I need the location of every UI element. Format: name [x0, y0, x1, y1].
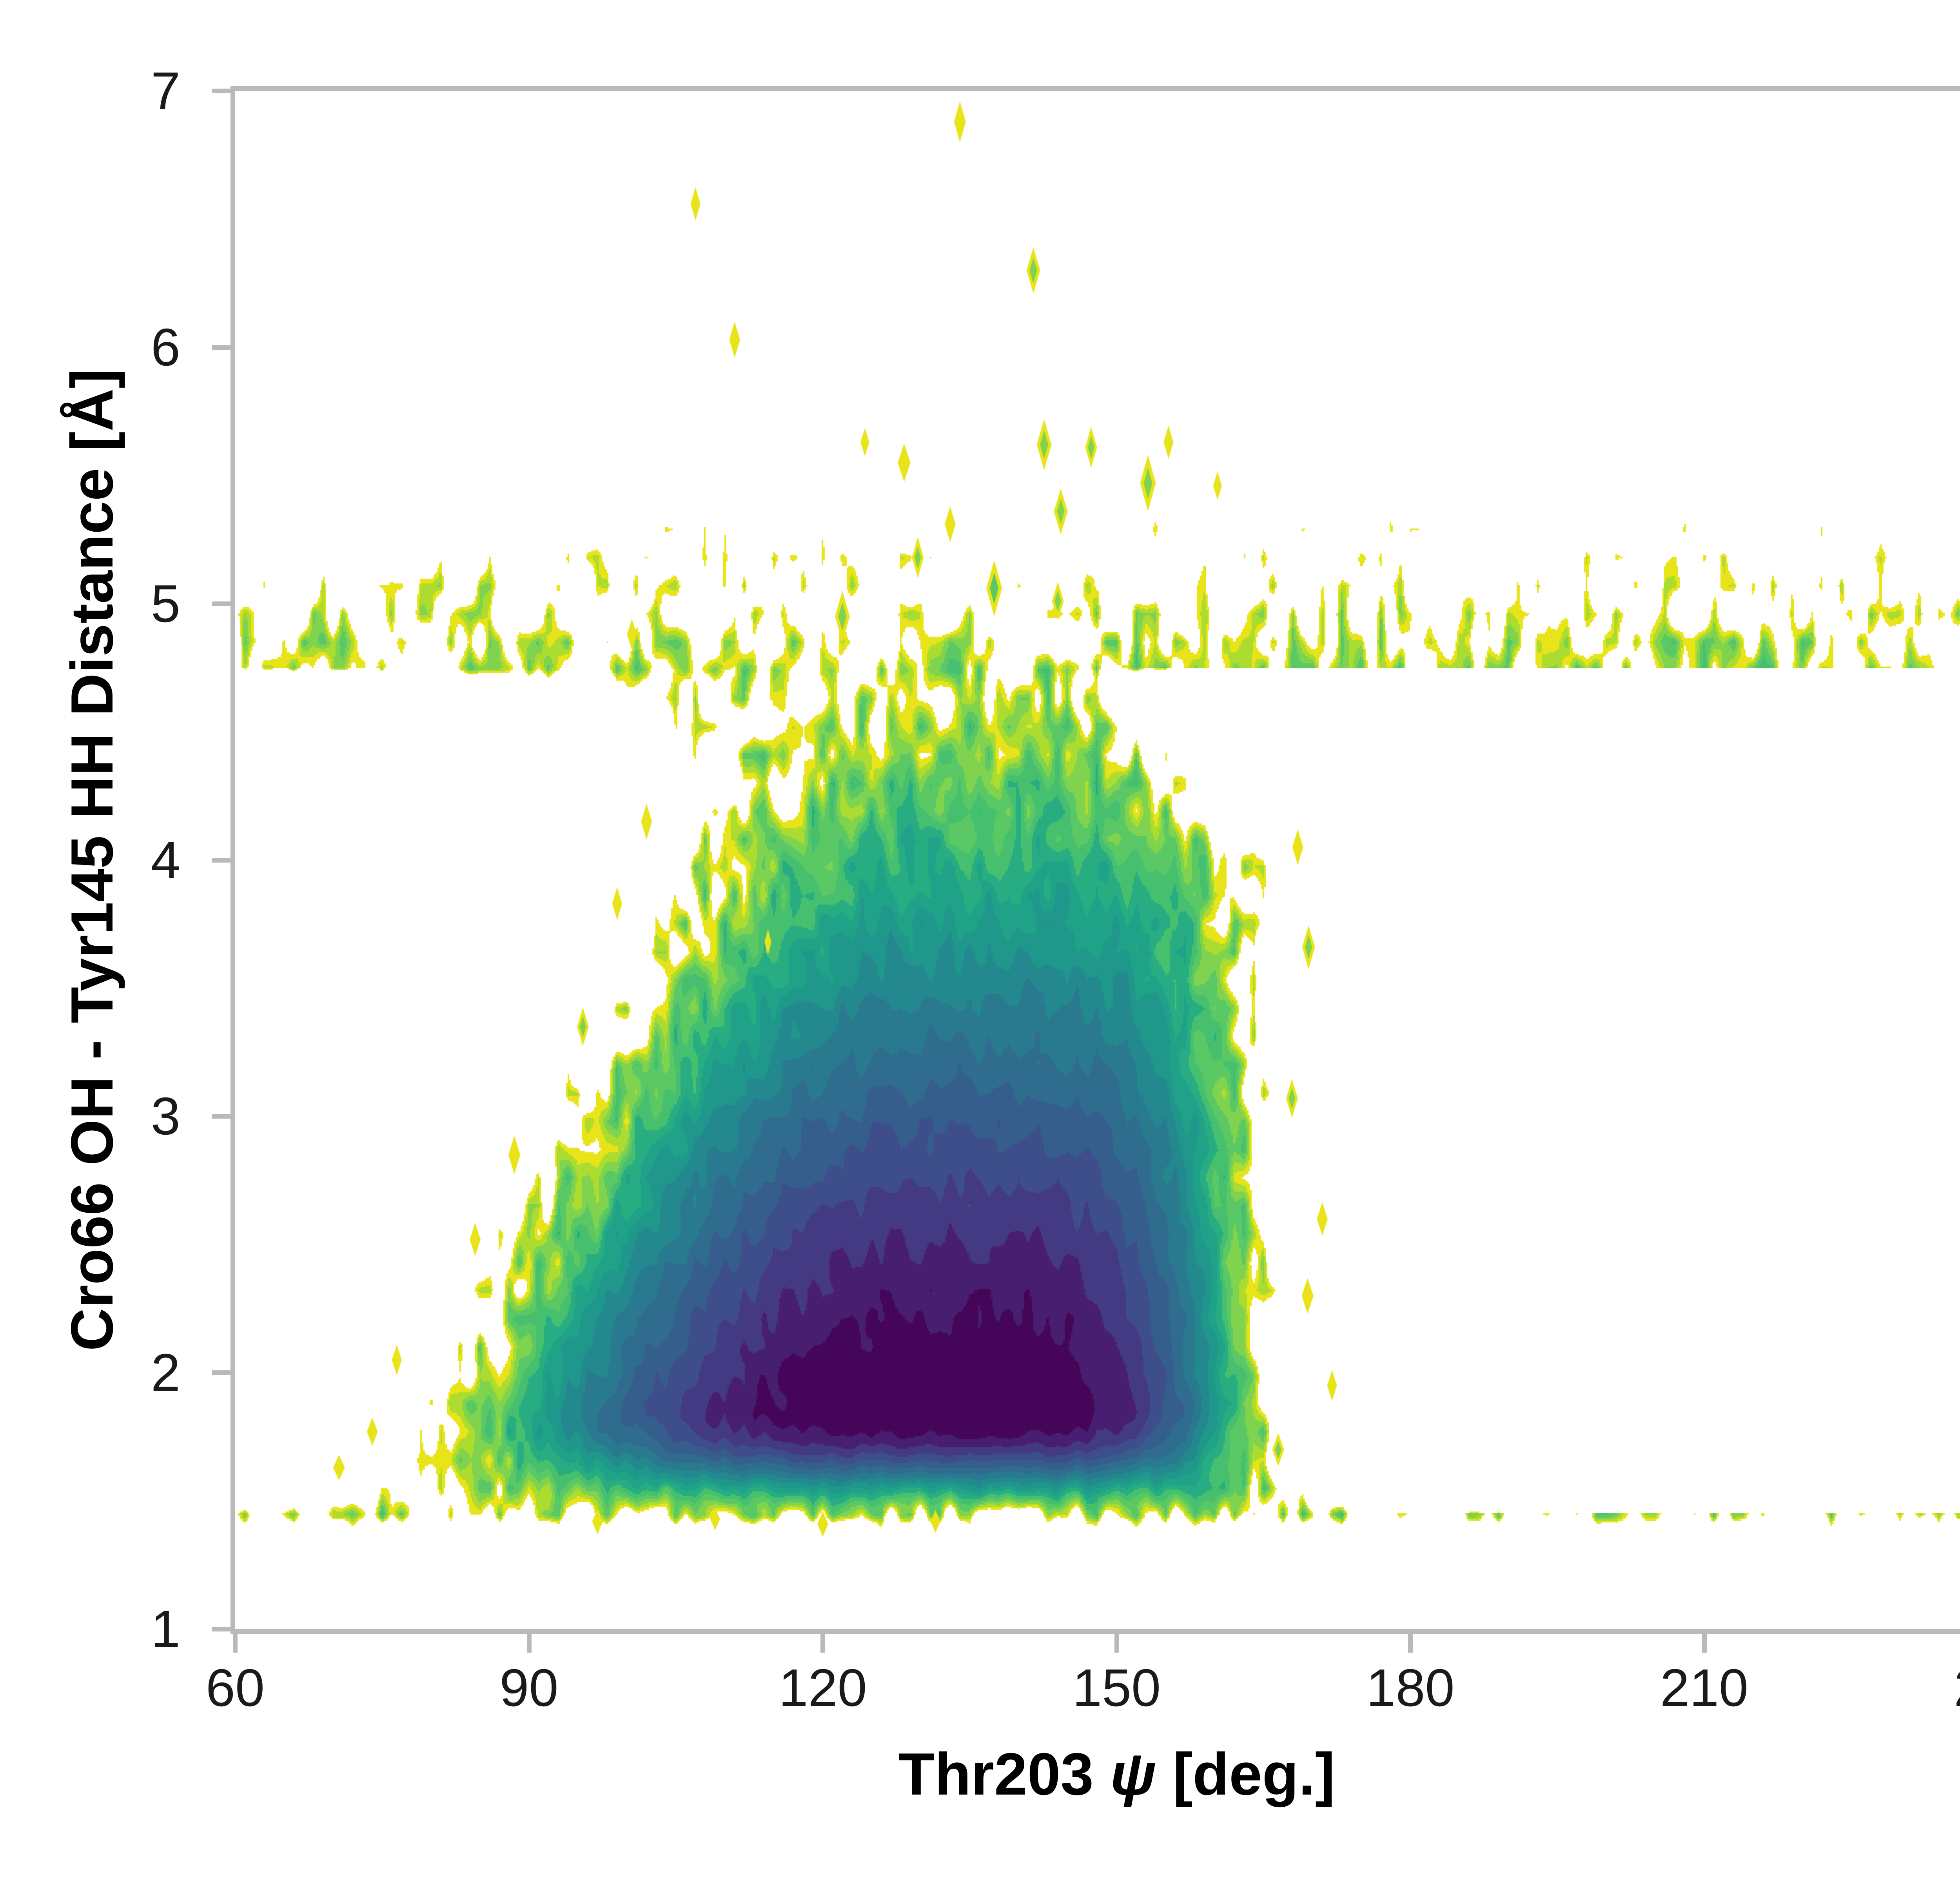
- y-tick-label: 1: [151, 1599, 180, 1659]
- y-tick-mark: [212, 1627, 230, 1631]
- x-tick-mark: [1408, 1634, 1413, 1653]
- x-tick-label: 90: [499, 1658, 559, 1717]
- y-tick-label: 5: [151, 574, 180, 633]
- x-tick-label: 180: [1366, 1658, 1455, 1717]
- y-tick-mark: [212, 857, 230, 863]
- y-tick-label: 4: [151, 830, 180, 890]
- y-tick-mark: [212, 89, 230, 93]
- y-tick-mark: [212, 1370, 230, 1375]
- x-tick-mark: [233, 1634, 238, 1653]
- x-tick-label: 210: [1660, 1658, 1749, 1717]
- y-tick-label: 2: [151, 1343, 180, 1402]
- x-tick-label: 60: [205, 1658, 265, 1717]
- x-tick-mark: [1702, 1634, 1707, 1653]
- contour-plot-canvas: [235, 91, 1960, 1629]
- y-tick-mark: [212, 345, 230, 350]
- x-axis-title: Thr203 ψ [deg.]: [235, 1741, 1960, 1808]
- y-tick-label: 3: [151, 1086, 180, 1146]
- y-tick-mark: [212, 1114, 230, 1119]
- psi-symbol: ψ: [1110, 1741, 1156, 1808]
- y-tick-mark: [212, 601, 230, 606]
- x-axis-title-prefix: Thr203: [898, 1741, 1111, 1808]
- y-tick-label: 7: [151, 61, 180, 120]
- x-tick-label: 240: [1920, 1660, 1960, 1715]
- x-tick-label: 150: [1072, 1658, 1161, 1717]
- x-tick-mark: [820, 1634, 825, 1653]
- x-axis-title-suffix: [deg.]: [1156, 1741, 1335, 1808]
- y-axis-title: Cro66 OH - Tyr145 HH Distance [Å]: [59, 369, 125, 1351]
- x-tick-mark: [526, 1634, 532, 1653]
- y-tick-label: 6: [151, 317, 180, 377]
- x-tick-mark: [1114, 1634, 1119, 1653]
- x-tick-label: 120: [779, 1658, 867, 1717]
